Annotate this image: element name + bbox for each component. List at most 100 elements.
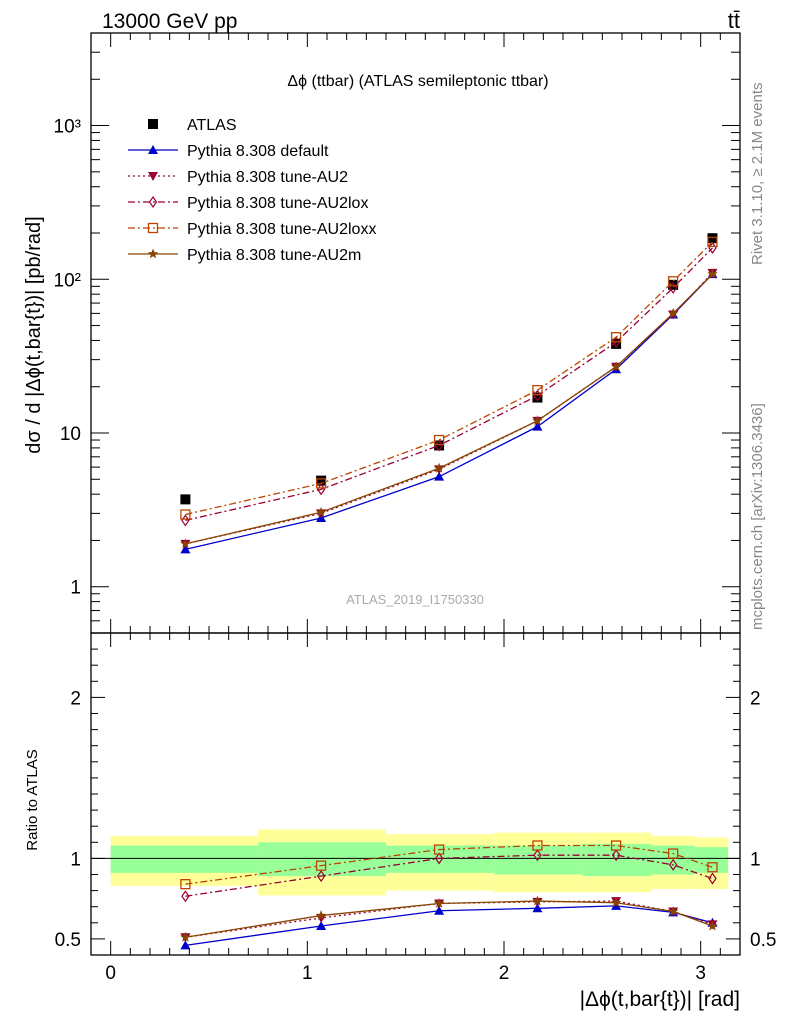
main-series-line — [185, 241, 713, 516]
main-point — [610, 332, 622, 343]
main-series-line — [185, 273, 713, 545]
ratio-point — [668, 858, 678, 871]
main-point — [532, 392, 543, 403]
ratio-point — [180, 879, 191, 890]
ratio-point — [667, 848, 679, 859]
legend-item: Pythia 8.308 tune-AU2lox — [128, 195, 368, 212]
main-y-tick-label: 1 — [70, 578, 81, 599]
main-series-line — [185, 247, 713, 522]
main-point — [434, 471, 445, 481]
main-point — [611, 336, 621, 349]
ratio-y-tick-label: 0.5 — [55, 930, 81, 951]
side-label-mcplots: mcplots.cern.ch [arXiv:1306.3436] — [749, 403, 766, 630]
legend-item: Pythia 8.308 tune-AU2m — [128, 247, 361, 264]
ratio-y-tick-label: 1 — [70, 849, 81, 870]
ratio-point — [434, 905, 445, 915]
ratio-point — [667, 906, 679, 916]
main-y-tick-label: 10 — [60, 424, 81, 445]
header-right: tt̄ — [728, 8, 740, 33]
main-point — [180, 494, 191, 505]
legend-marker — [147, 248, 159, 259]
main-series-5 — [180, 268, 718, 549]
main-series-line — [185, 272, 713, 545]
ratio-point — [316, 921, 327, 931]
legend-label: Pythia 8.308 tune-AU2lox — [187, 195, 368, 212]
ratio-point — [611, 849, 621, 862]
main-point — [533, 389, 542, 402]
main-series-2 — [180, 268, 718, 549]
ratio-series-line — [185, 900, 713, 938]
main-plot-watermark: ATLAS_2019_I1750330 — [346, 592, 484, 607]
ratio-point — [610, 897, 622, 908]
stat-uncertainty-band — [694, 847, 729, 873]
main-series-3 — [181, 241, 717, 527]
ratio-point — [707, 862, 718, 873]
main-point — [315, 506, 327, 517]
main-point — [667, 307, 679, 318]
legend-marker — [147, 222, 159, 234]
main-point — [611, 338, 622, 349]
main-point — [433, 462, 445, 473]
ratio-point — [708, 872, 717, 885]
ratio-series-3 — [180, 840, 718, 890]
ratio-y-tick-label-right: 1 — [750, 849, 761, 870]
main-y-tick-label: 10² — [54, 270, 81, 291]
header-left: 13000 GeV pp — [102, 10, 237, 33]
ratio-series-2 — [181, 849, 717, 903]
main-point — [434, 439, 444, 452]
legend-marker — [148, 119, 158, 129]
ratio-series-4 — [180, 895, 718, 942]
legend-item: Pythia 8.308 default — [128, 143, 329, 160]
main-point — [707, 236, 718, 248]
ratio-point — [316, 870, 326, 883]
legend-label: Pythia 8.308 tune-AU2loxx — [187, 221, 376, 238]
legend-marker — [148, 172, 158, 181]
ratio-point — [532, 903, 543, 913]
main-point — [315, 478, 327, 489]
ratio-point — [707, 920, 718, 931]
ratio-point — [533, 849, 542, 862]
ratio-uncertainty-bands — [110, 829, 729, 896]
legend-label: Pythia 8.308 tune-AU2 — [187, 169, 348, 186]
ratio-point — [180, 931, 191, 942]
ratio-y-tick-label-right: 2 — [750, 688, 761, 709]
x-tick-label: 1 — [302, 963, 313, 984]
stat-uncertainty-band — [582, 843, 652, 877]
ratio-point — [434, 852, 444, 865]
main-ylabel: dσ / d |Δϕ(t,bar{t})| [pb/rad] — [23, 216, 45, 453]
main-series-line — [185, 273, 713, 550]
main-point — [532, 384, 543, 396]
ratio-y-tick-label: 2 — [70, 688, 81, 709]
main-plot-title: Δϕ (ttbar) (ATLAS semileptonic ttbar) — [287, 73, 548, 90]
main-point — [532, 415, 543, 426]
ratio-series-line — [185, 844, 713, 885]
x-tick-label: 2 — [499, 963, 510, 984]
main-point — [707, 268, 718, 279]
legend-marker — [148, 195, 158, 209]
legend-item: Pythia 8.308 tune-AU2loxx — [128, 221, 376, 238]
x-tick-label: 0 — [105, 963, 116, 984]
ratio-point — [315, 860, 327, 871]
legend-label: Pythia 8.308 tune-AU2m — [187, 247, 361, 264]
legend-item: Pythia 8.308 tune-AU2 — [128, 169, 348, 186]
legend-item: ATLAS — [148, 117, 237, 134]
ratio-point — [180, 940, 191, 950]
ratio-point — [315, 910, 327, 920]
ratio-point — [433, 898, 445, 908]
main-point — [532, 421, 543, 431]
ratio-point — [532, 895, 543, 906]
main-series-1 — [180, 269, 718, 554]
ratio-plot-series — [180, 840, 718, 950]
ratio-point — [433, 844, 445, 855]
legend-label: ATLAS — [187, 117, 237, 134]
main-y-tick-label: 10³ — [54, 117, 81, 138]
legend-label: Pythia 8.308 default — [187, 143, 329, 160]
ratio-series-line — [185, 900, 713, 938]
main-point — [667, 276, 679, 287]
legend: ATLAS Pythia 8.308 default Pythia 8.308 tu… — [128, 117, 376, 264]
ratio-point — [610, 840, 622, 851]
axes: 0 1 2 3 1 10 10² 10³ 0.5 0.5 1 1 2 2 — [54, 32, 776, 984]
ratio-ylabel: Ratio to ATLAS — [24, 749, 41, 850]
side-label-rivet: Rivet 3.1.10, ≥ 2.1M events — [749, 83, 766, 266]
